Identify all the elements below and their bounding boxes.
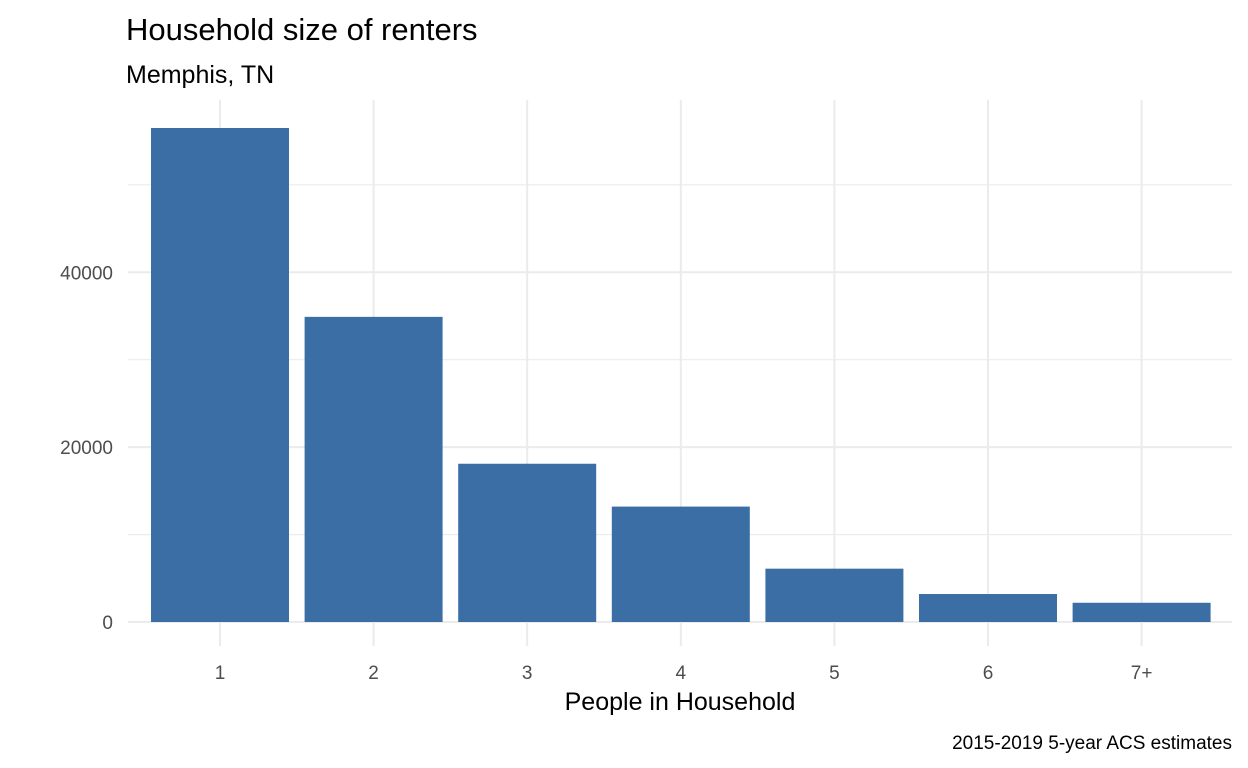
x-tick-label: 5 [829, 663, 840, 684]
y-axis-ticks: 0 20000 40000 [60, 263, 113, 634]
x-axis-label: People in Household [565, 688, 796, 716]
x-tick-label: 4 [676, 663, 687, 684]
bar [919, 594, 1057, 622]
bar [611, 506, 750, 622]
chart-subtitle: Memphis, TN [126, 61, 274, 89]
x-tick-label: 1 [215, 663, 226, 684]
bar [765, 568, 904, 622]
x-tick-label: 6 [983, 663, 994, 684]
x-axis-ticks: 1 2 3 4 5 6 7+ [215, 663, 1153, 684]
bar [151, 128, 289, 622]
y-tick-label: 40000 [60, 263, 113, 284]
x-tick-label: 2 [368, 663, 379, 684]
chart-caption: 2015-2019 5-year ACS estimates [952, 733, 1232, 754]
bar [458, 463, 597, 622]
x-tick-label: 7+ [1131, 663, 1153, 684]
y-tick-label: 20000 [60, 438, 113, 459]
bar [304, 316, 443, 622]
x-tick-label: 3 [522, 663, 533, 684]
bar [1072, 602, 1211, 622]
chart-title: Household size of renters [126, 12, 478, 47]
bars [151, 128, 1211, 622]
y-tick-label: 0 [102, 613, 113, 634]
